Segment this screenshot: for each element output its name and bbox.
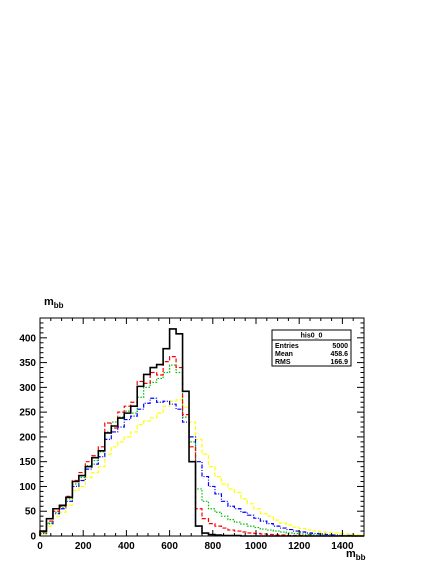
chart-title-sub: bb [54,301,64,310]
stats-mean-label: Mean [275,351,293,358]
stats-box-frame [271,329,352,367]
x-tick-label-7: 1400 [331,541,354,552]
histogram-series-4 [39,399,364,536]
y-tick-label-7: 350 [19,358,36,369]
stats-entries-value: 5000 [332,343,348,350]
stats-rms-value: 166.9 [330,359,348,366]
y-tick-label-5: 250 [19,408,36,419]
stats-mean-value: 458.6 [330,351,348,358]
x-axis-title-main: m [346,548,356,560]
y-tick-label-6: 300 [19,383,36,394]
axis-layer: 0 200 400 600 800 1000 1200 1400 0 50 100 150 200 250… [19,317,365,552]
stats-rms-label: RMS [275,359,291,366]
histogram-series-2 [39,364,364,537]
x-tick-label-4: 800 [204,541,221,552]
chart-title-main: m [44,296,54,308]
x-tick-label-5: 1000 [245,541,268,552]
chart-title: mbb [44,296,64,310]
x-tick-label-6: 1200 [288,541,311,552]
y-tick-label-8: 400 [19,333,36,344]
stats-box: his0_0 Entries 5000 Mean 458.6 RMS 166.9 [271,329,352,367]
x-tick-label-1: 200 [75,541,92,552]
y-tick-label-2: 100 [19,482,36,493]
y-tick-label-0: 0 [30,532,36,543]
y-tick-label-4: 200 [19,432,36,443]
x-tick-label-2: 400 [118,541,135,552]
stats-box-title: his0_0 [301,333,323,340]
y-tick-label-3: 150 [19,457,36,468]
y-tick-label-1: 50 [25,507,37,518]
x-axis-title: mbb [346,548,366,562]
x-axis-title-sub: bb [356,553,366,562]
histogram-series-3 [39,397,364,537]
x-tick-label-0: 0 [37,541,43,552]
stats-entries-label: Entries [275,343,299,350]
x-tick-label-3: 600 [161,541,178,552]
